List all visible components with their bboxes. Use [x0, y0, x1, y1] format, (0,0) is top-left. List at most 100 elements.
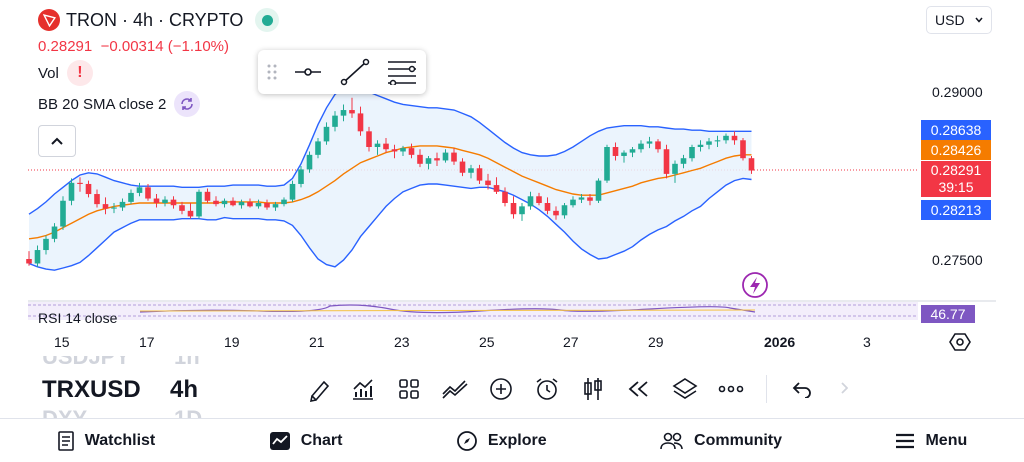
candle-body: [740, 140, 746, 159]
error-icon[interactable]: !: [66, 60, 93, 86]
candle-body: [374, 143, 381, 147]
symbol-header[interactable]: TRON · 4h · CRYPTO: [38, 8, 280, 32]
nav-explore-label: Explore: [487, 431, 547, 449]
candle-body: [587, 197, 593, 201]
candle-body: [391, 149, 398, 152]
candle-body: [672, 163, 678, 174]
candle-body: [213, 200, 219, 205]
nav-community-label: Community: [694, 431, 783, 449]
candle-body: [34, 250, 41, 264]
candle-body: [366, 131, 372, 147]
vol-indicator[interactable]: Vol !: [38, 60, 93, 86]
bollinger-band-fill: [29, 86, 752, 271]
candle-body: [604, 147, 610, 181]
time-label: 27: [563, 334, 579, 350]
time-label: 25: [479, 334, 495, 350]
replay-icon[interactable]: [616, 379, 662, 399]
indicators-icon[interactable]: [340, 376, 386, 402]
rsi-label: RSI 14 close: [38, 310, 118, 326]
candle-body: [349, 110, 355, 114]
chart-settings-icon[interactable]: [949, 331, 971, 358]
candle-body: [527, 196, 534, 207]
nav-watchlist[interactable]: Watchlist: [57, 430, 155, 451]
price-chart[interactable]: [0, 0, 1024, 330]
candle-body: [731, 135, 738, 141]
symbol-picker[interactable]: USDJPY 1h TRXUSD 4h DXY 1D: [0, 356, 290, 418]
currency-label: USD: [935, 12, 965, 28]
layers-icon[interactable]: [662, 377, 708, 401]
symbol-current[interactable]: TRXUSD 4h: [42, 376, 198, 404]
candle-body: [111, 207, 117, 209]
trend-line-tool-icon[interactable]: [340, 58, 370, 86]
nav-menu[interactable]: Menu: [895, 432, 967, 450]
candle-body: [714, 140, 721, 142]
bolt-icon[interactable]: [742, 272, 768, 298]
chevron-down-icon: [975, 17, 983, 23]
refresh-icon[interactable]: [174, 91, 201, 117]
candle-body: [417, 154, 423, 164]
price-axis-label-low: 0.27500: [932, 252, 983, 268]
more-icon[interactable]: [708, 385, 754, 393]
drag-handle-icon[interactable]: [267, 63, 277, 81]
symbol-above-tf: 1h: [174, 356, 200, 369]
currency-select[interactable]: USD: [926, 6, 992, 34]
bb-upper-tag: 0.28638: [921, 120, 991, 140]
candle-body: [553, 210, 559, 216]
price-change-line: 0.28291 −0.00314 (−1.10%): [38, 38, 229, 55]
layouts-icon[interactable]: [386, 378, 432, 400]
candle-body: [442, 152, 449, 161]
candle-body: [485, 180, 491, 186]
candle-body: [425, 158, 432, 164]
time-label: 15: [54, 334, 70, 350]
chevron-up-icon: [51, 137, 63, 145]
nav-chart[interactable]: Chart: [269, 431, 343, 451]
candle-body: [221, 200, 228, 205]
candle-body: [680, 158, 687, 164]
bb-indicator[interactable]: BB 20 SMA close 2: [38, 91, 201, 117]
candle-body: [621, 152, 627, 156]
candle-body: [536, 196, 542, 203]
collapse-legend-button[interactable]: [38, 125, 76, 157]
nav-community[interactable]: Community: [660, 431, 782, 451]
nav-explore[interactable]: Explore: [456, 430, 547, 452]
candle-body: [170, 199, 177, 206]
candle-body: [689, 147, 695, 159]
candle-body: [238, 201, 245, 206]
candle-body: [204, 191, 211, 201]
alarm-icon[interactable]: [524, 376, 570, 402]
candle-body: [723, 135, 729, 141]
redo-icon[interactable]: [825, 380, 855, 398]
time-label: 23: [394, 334, 410, 350]
candle-body: [434, 158, 440, 161]
fib-tool-icon[interactable]: [387, 59, 417, 85]
candle-body: [162, 199, 168, 203]
community-icon: [660, 432, 683, 449]
draw-icon[interactable]: [300, 376, 340, 402]
nav-menu-label: Menu: [925, 431, 968, 449]
candle-body: [578, 197, 585, 200]
symbol-above[interactable]: USDJPY 1h: [42, 356, 200, 370]
undo-icon[interactable]: [779, 380, 825, 398]
compare-icon[interactable]: [432, 378, 478, 400]
candle-body: [408, 148, 415, 155]
rsi-value-tag: 46.77: [921, 305, 975, 323]
symbol-below[interactable]: DXY 1D: [42, 406, 202, 418]
sma-line: [28, 145, 752, 240]
time-label: 21: [309, 334, 325, 350]
candle-body: [153, 198, 160, 203]
add-icon[interactable]: [478, 377, 524, 401]
bb-lower-line: [28, 177, 752, 271]
time-label: 19: [224, 334, 240, 350]
tron-logo-icon: [38, 9, 60, 31]
candle-body: [357, 113, 364, 132]
price-axis-label-high: 0.29000: [932, 84, 983, 100]
candles-icon[interactable]: [570, 376, 616, 402]
horizontal-line-tool-icon[interactable]: [294, 62, 322, 82]
nav-chart-label: Chart: [300, 431, 343, 449]
sma-tag: 0.28426: [921, 140, 991, 160]
drawing-toolbar: [258, 50, 426, 94]
candle-body: [272, 204, 279, 208]
symbol-current-tf: 4h: [170, 376, 199, 403]
compass-icon: [457, 430, 477, 451]
symbol-title: TRON · 4h · CRYPTO: [66, 9, 244, 30]
